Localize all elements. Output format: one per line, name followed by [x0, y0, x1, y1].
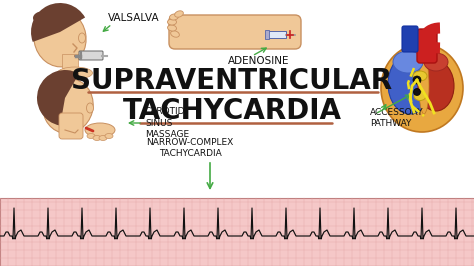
Ellipse shape	[393, 51, 423, 73]
Ellipse shape	[99, 135, 107, 140]
Text: ADENOSINE: ADENOSINE	[228, 56, 290, 66]
Text: ACCESSORY
PATHWAY: ACCESSORY PATHWAY	[370, 108, 424, 128]
Wedge shape	[37, 70, 79, 126]
Ellipse shape	[33, 11, 55, 25]
Ellipse shape	[85, 123, 115, 137]
Ellipse shape	[57, 67, 92, 79]
Circle shape	[413, 76, 421, 84]
Ellipse shape	[79, 33, 85, 43]
Text: CAROTID
SINUS
MASSAGE: CAROTID SINUS MASSAGE	[145, 107, 189, 139]
Bar	[62, 54, 78, 68]
Ellipse shape	[167, 19, 176, 25]
Ellipse shape	[43, 80, 61, 108]
Ellipse shape	[424, 53, 448, 71]
Bar	[265, 30, 269, 39]
FancyBboxPatch shape	[59, 113, 83, 139]
FancyBboxPatch shape	[79, 51, 103, 60]
Ellipse shape	[87, 134, 95, 139]
Ellipse shape	[105, 134, 113, 139]
Ellipse shape	[174, 11, 183, 17]
Ellipse shape	[388, 54, 432, 114]
Ellipse shape	[167, 25, 176, 31]
Ellipse shape	[93, 135, 101, 140]
Ellipse shape	[381, 44, 463, 132]
Ellipse shape	[419, 58, 429, 114]
Circle shape	[413, 89, 420, 95]
Ellipse shape	[171, 31, 179, 37]
Text: SUPRAVENTRICULAR: SUPRAVENTRICULAR	[72, 67, 392, 95]
Text: VALSALVA: VALSALVA	[108, 13, 160, 23]
Ellipse shape	[34, 9, 86, 67]
Bar	[0, 198, 474, 266]
Text: NARROW-COMPLEX
TACHYCARDIA: NARROW-COMPLEX TACHYCARDIA	[146, 138, 234, 158]
Ellipse shape	[170, 14, 179, 20]
FancyBboxPatch shape	[402, 26, 418, 52]
FancyBboxPatch shape	[417, 29, 437, 63]
Wedge shape	[31, 3, 85, 42]
Ellipse shape	[418, 61, 454, 111]
Ellipse shape	[86, 103, 93, 113]
FancyBboxPatch shape	[169, 15, 301, 49]
Ellipse shape	[414, 92, 426, 101]
Text: TACHYCARDIA: TACHYCARDIA	[122, 97, 341, 125]
Ellipse shape	[413, 71, 427, 81]
Bar	[268, 31, 286, 38]
Ellipse shape	[43, 79, 93, 133]
